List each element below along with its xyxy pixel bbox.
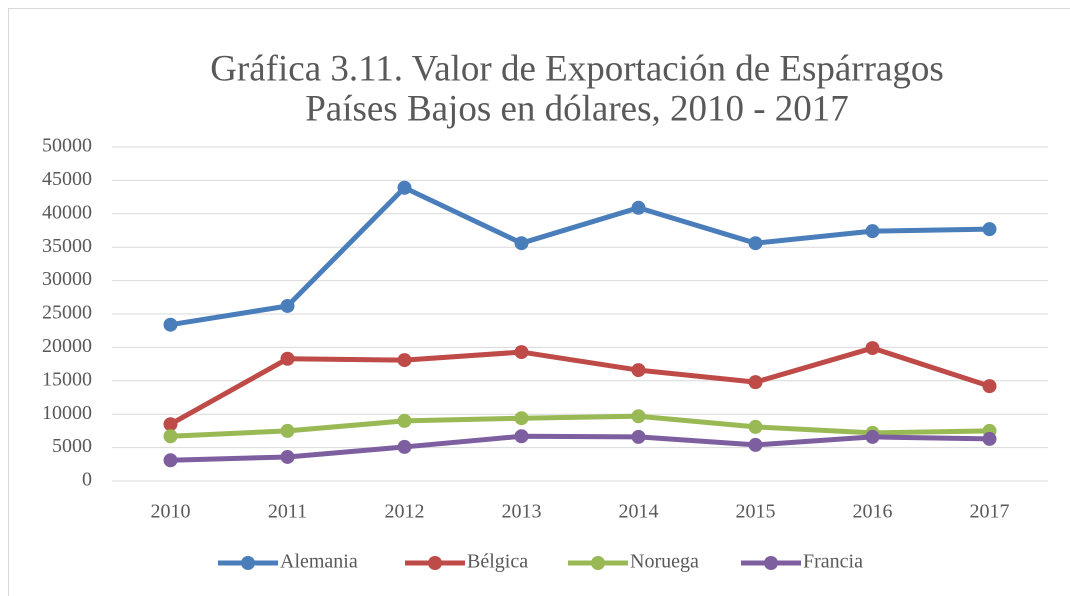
legend-marker [241,556,255,570]
series-line [170,185,990,328]
data-point [163,317,178,332]
x-tick-label: 2011 [268,501,307,523]
data-point [397,180,412,195]
legend-marker [764,556,778,570]
x-tick-label: 2012 [385,501,425,523]
data-point [514,411,529,426]
y-tick-label: 35000 [42,235,92,257]
legend-label: Noruega [630,551,699,573]
series-line [170,413,990,439]
y-tick-label: 30000 [42,268,92,290]
data-point [982,379,997,394]
x-tick-label: 2015 [736,501,776,523]
data-point [163,417,178,432]
y-tick-label: 15000 [42,368,92,390]
chart-frame [8,8,1070,596]
data-point [163,453,178,468]
y-tick-label: 45000 [42,168,92,190]
chart-title: Gráfica 3.11. Valor de Exportación de Es… [210,48,944,89]
y-tick-label: 50000 [42,135,92,157]
data-point [280,449,295,464]
data-point [748,236,763,251]
legend-label: Francia [803,551,863,573]
x-tick-label: 2014 [619,501,659,523]
x-tick-label: 2016 [853,501,893,523]
y-tick-label: 20000 [42,335,92,357]
data-point [748,437,763,452]
data-point [631,409,646,424]
series-line [169,345,991,427]
data-point [514,345,529,360]
data-point [631,200,646,215]
data-point [397,413,412,428]
data-point [631,429,646,444]
chart-title: Países Bajos en dólares, 2010 - 2017 [305,88,849,129]
legend-marker [428,556,442,570]
x-tick-label: 2017 [970,501,1010,523]
data-point [514,429,529,444]
data-point [397,439,412,454]
data-point [280,351,295,366]
legend-label: Alemania [280,551,358,573]
y-tick-label: 0 [82,469,92,491]
data-point [865,429,880,444]
legend-marker [591,556,605,570]
y-tick-label: 5000 [52,435,92,457]
y-tick-label: 40000 [42,201,92,223]
data-point [397,353,412,368]
data-point [748,419,763,434]
data-point [865,341,880,356]
data-point [865,224,880,239]
x-tick-label: 2010 [151,501,191,523]
y-tick-label: 25000 [42,302,92,324]
data-point [514,236,529,251]
data-point [748,375,763,390]
series-line [170,433,990,463]
data-point [280,298,295,313]
y-tick-label: 10000 [42,402,92,424]
data-point [631,363,646,378]
data-point [163,429,178,444]
data-point [982,431,997,446]
data-point [280,423,295,438]
legend-label: Bélgica [467,551,528,573]
data-point [982,222,997,237]
x-tick-label: 2013 [502,501,542,523]
